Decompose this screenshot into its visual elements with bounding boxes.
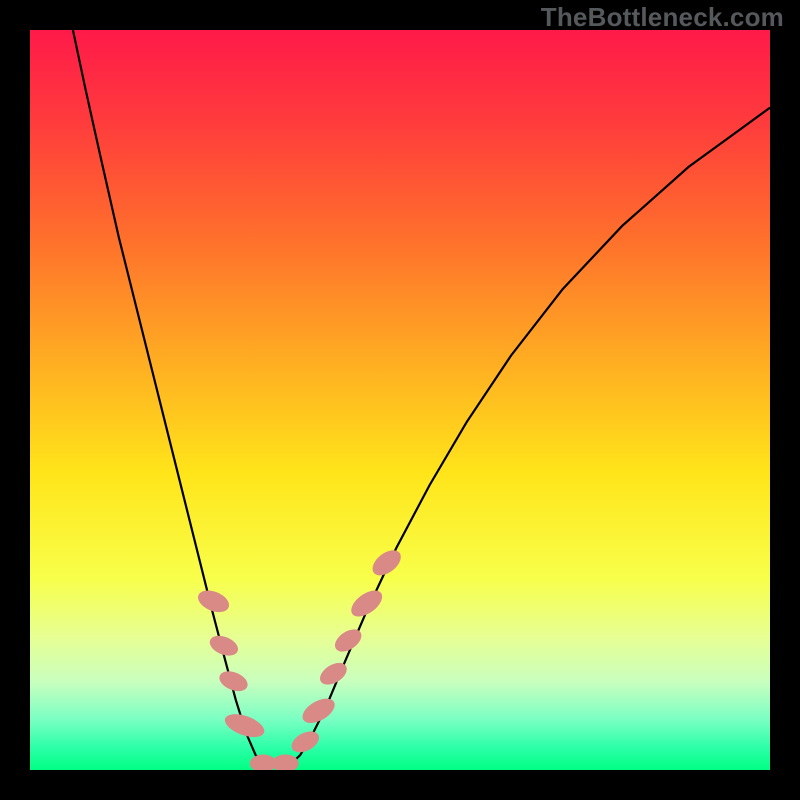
curve-left-branch	[73, 30, 267, 766]
chart-stage: TheBottleneck.com	[0, 0, 800, 800]
beads-group	[195, 545, 406, 770]
bead	[222, 709, 268, 741]
plot-area	[30, 30, 770, 770]
bottleneck-curve	[30, 30, 770, 770]
curve-right-branch	[289, 108, 770, 766]
bead	[368, 545, 406, 580]
bead	[288, 727, 322, 757]
bead	[272, 754, 299, 770]
bead	[347, 585, 387, 621]
watermark-text: TheBottleneck.com	[541, 2, 784, 33]
